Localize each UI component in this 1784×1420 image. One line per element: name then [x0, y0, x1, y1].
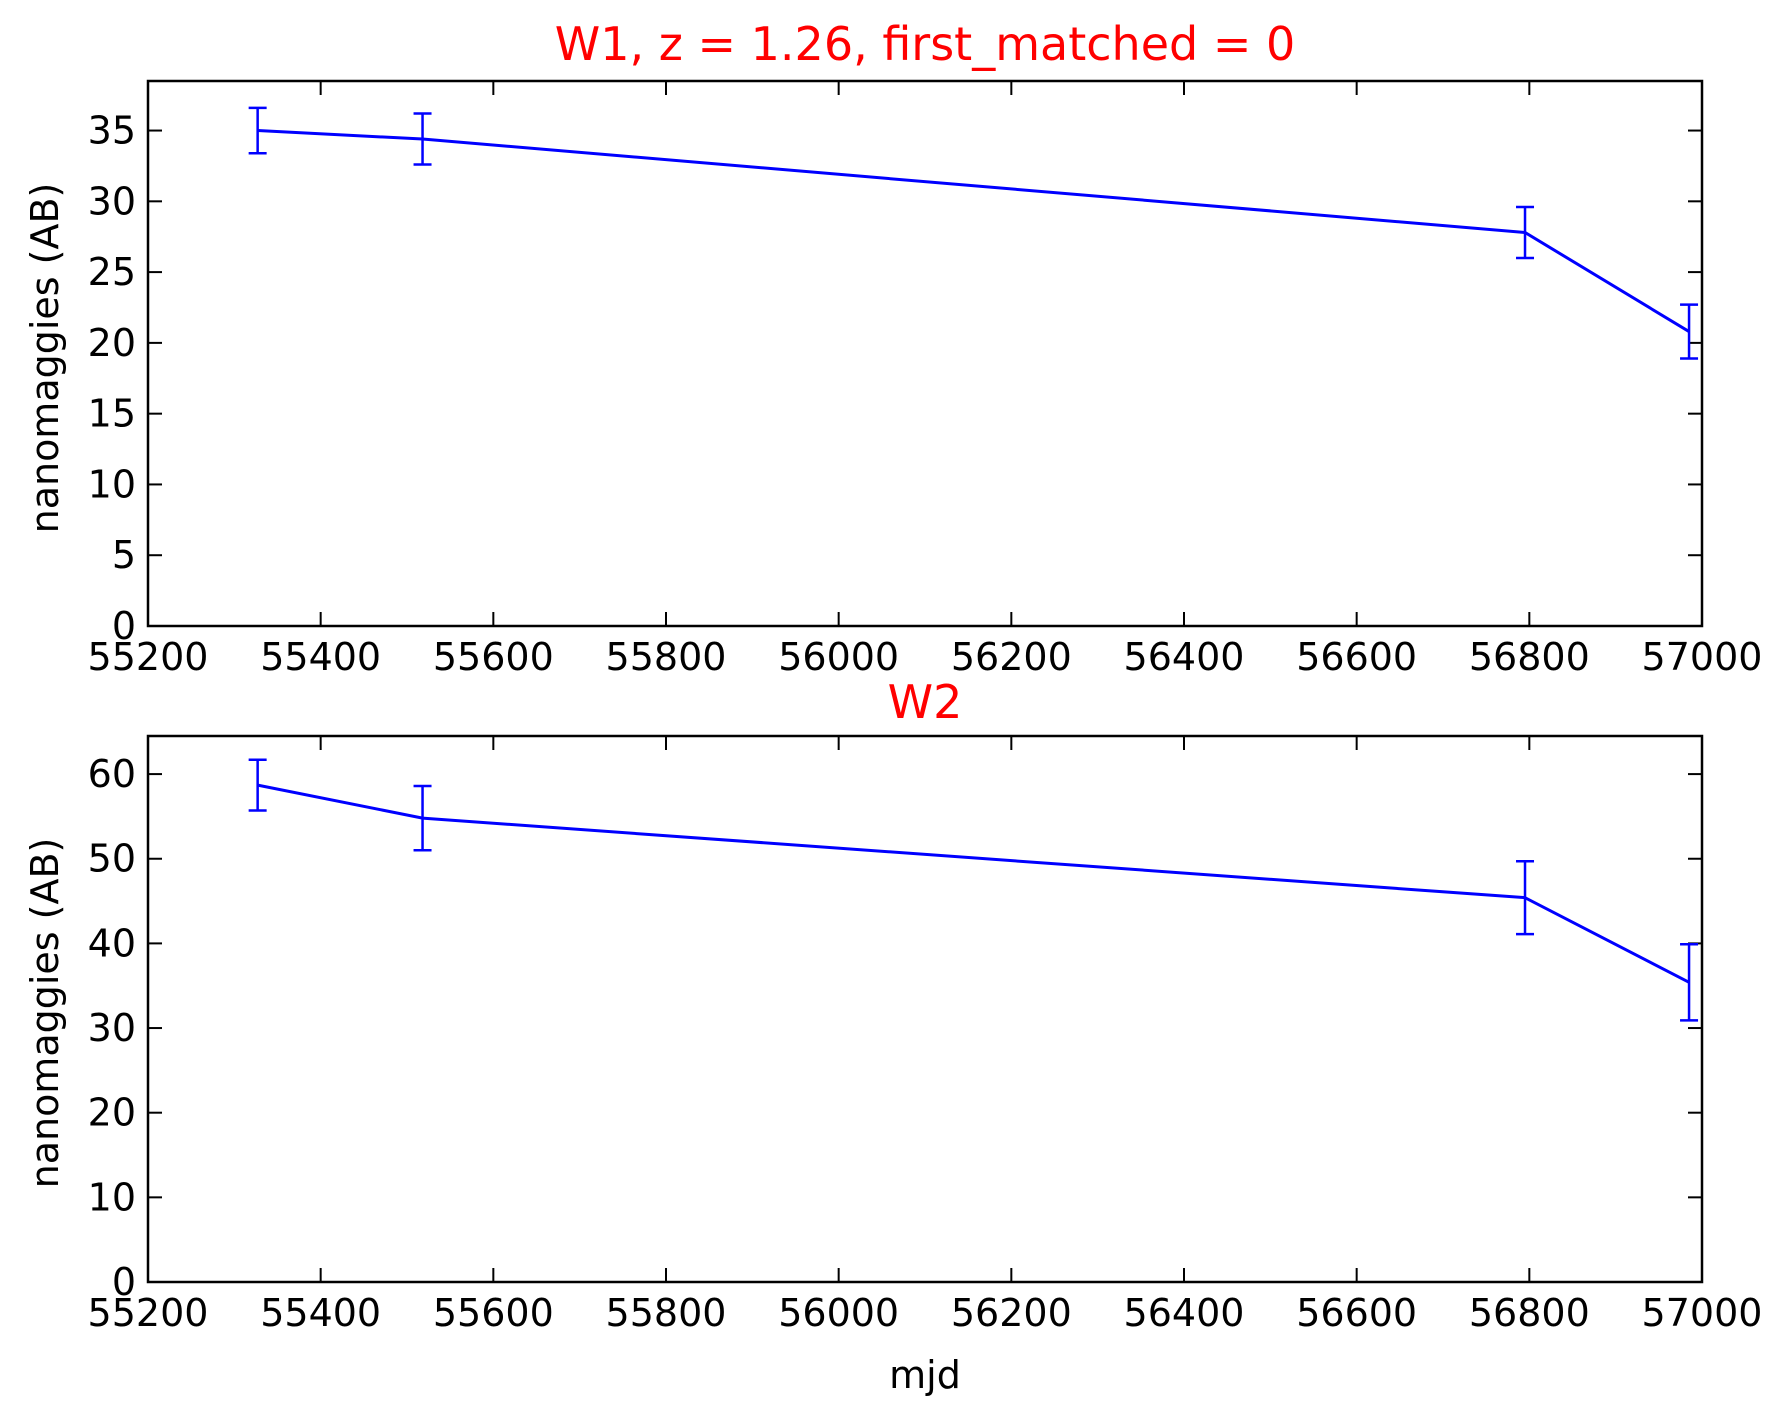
- x-tick-label: 56800: [1469, 635, 1590, 679]
- error-bar: [1680, 303, 1699, 360]
- x-tick-label: 56600: [1296, 635, 1417, 679]
- y-tick-label: 20: [88, 321, 136, 365]
- y-tick-label: 0: [112, 604, 136, 648]
- x-tick-label: 55400: [260, 1291, 381, 1335]
- x-tick-label: 55200: [88, 635, 209, 679]
- y-tick-label: 35: [88, 109, 136, 153]
- x-tick-label: 56000: [778, 1291, 899, 1335]
- x-tick-label: 56600: [1296, 1291, 1417, 1335]
- w1-plot-frame: [146, 79, 1704, 628]
- x-tick-label: 56000: [778, 635, 899, 679]
- w1-panel: W1, z = 1.26, first_matched = 0 nanomagg…: [23, 17, 1762, 679]
- x-tick-label: 55400: [260, 635, 381, 679]
- x-tick-label: 56200: [951, 635, 1072, 679]
- w2-plot-frame: [146, 734, 1704, 1284]
- y-tick-label: 15: [88, 392, 136, 436]
- y-tick-label: 50: [88, 837, 136, 881]
- error-bar: [413, 112, 432, 166]
- y-tick-label: 5: [112, 533, 136, 577]
- w2-panel: W2 nanomaggies (AB) mjd 55200 55400 55600 5…: [23, 675, 1762, 1397]
- series-line: [257, 129, 1690, 333]
- y-tick-label: 20: [88, 1091, 136, 1135]
- y-tick-label: 10: [88, 462, 136, 506]
- error-bar: [1516, 205, 1535, 260]
- x-tick-label: 55800: [606, 1291, 727, 1335]
- x-tick-label: 56800: [1469, 1291, 1590, 1335]
- w2-panel-title: W2: [888, 675, 963, 729]
- w1-panel-title: W1, z = 1.26, first_matched = 0: [555, 17, 1296, 71]
- w2-y-axis-label: nanomaggies (AB): [23, 838, 67, 1189]
- w2-y-ticks: 0 10 20 30 40 50 60: [88, 752, 1702, 1304]
- error-bar: [1516, 860, 1535, 936]
- error-bar: [248, 106, 267, 155]
- x-tick-label: 55600: [433, 635, 554, 679]
- x-tick-label: 55800: [606, 635, 727, 679]
- w2-x-ticks: 55200 55400 55600 55800 56000 56200 56400 56600…: [88, 736, 1763, 1335]
- y-tick-label: 10: [88, 1175, 136, 1219]
- x-tick-label: 56400: [1124, 635, 1245, 679]
- y-tick-label: 30: [88, 179, 136, 223]
- x-tick-label: 57000: [1642, 1291, 1763, 1335]
- x-tick-label: 57000: [1642, 635, 1763, 679]
- error-bar: [1680, 942, 1699, 1022]
- x-tick-label: 56200: [951, 1291, 1072, 1335]
- y-tick-label: 30: [88, 1006, 136, 1050]
- w1-series: [248, 106, 1699, 360]
- w1-y-axis-label: nanomaggies (AB): [23, 183, 67, 534]
- error-bar: [413, 784, 432, 852]
- y-tick-label: 25: [88, 250, 136, 294]
- error-bar: [248, 758, 267, 812]
- y-tick-label: 0: [112, 1260, 136, 1304]
- w1-y-ticks: 0 5 10 15 20 25 30 35: [88, 109, 1702, 648]
- x-tick-label: 55600: [433, 1291, 554, 1335]
- y-tick-label: 60: [88, 752, 136, 796]
- w2-series: [248, 758, 1699, 1022]
- y-tick-label: 40: [88, 921, 136, 965]
- series-line: [257, 783, 1690, 984]
- w1-x-ticks: 55200 55400 55600 55800 56000 56200 56400 56600…: [88, 81, 1763, 679]
- x-tick-label: 56400: [1124, 1291, 1245, 1335]
- x-tick-label: 55200: [88, 1291, 209, 1335]
- w2-x-axis-label: mjd: [889, 1353, 961, 1397]
